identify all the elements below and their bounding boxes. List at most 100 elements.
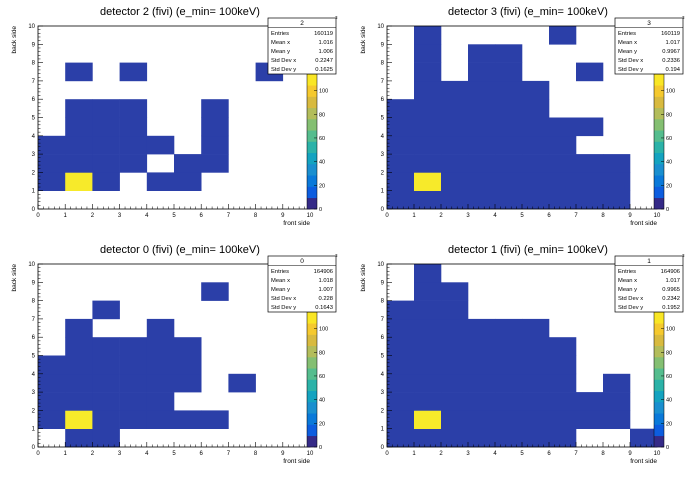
- palette-segment: [307, 413, 317, 425]
- histogram-bin: [146, 318, 175, 338]
- histogram-bin: [468, 318, 496, 338]
- histogram-bin: [441, 154, 469, 173]
- y-tick-label: 5: [381, 354, 385, 360]
- histogram-bin: [92, 410, 120, 429]
- stats-label: Entries: [618, 31, 636, 37]
- y-tick-label: 3: [381, 152, 385, 158]
- histogram-bin: [522, 428, 550, 448]
- stats-value: 1.017: [665, 40, 680, 46]
- histogram-bin: [441, 392, 469, 411]
- histogram-bin: [414, 318, 442, 338]
- histogram-bin: [522, 337, 550, 356]
- stats-label: Mean x: [271, 40, 290, 46]
- y-tick-label: 0: [32, 445, 36, 451]
- x-tick-label: 8: [254, 213, 258, 219]
- histogram-bin: [92, 428, 120, 448]
- y-tick-label: 9: [381, 42, 385, 48]
- x-tick-label: 1: [412, 213, 416, 219]
- palette-segment: [307, 119, 317, 131]
- palette-segment: [654, 130, 664, 142]
- histogram-bin: [468, 117, 496, 137]
- x-tick-label: 7: [227, 213, 231, 219]
- y-axis-title: back side: [11, 264, 18, 292]
- y-axis-title: back side: [360, 264, 367, 292]
- histogram-bin: [414, 264, 442, 283]
- histogram-bin: [495, 373, 523, 393]
- y-tick-label: 9: [32, 280, 36, 286]
- palette-segment: [307, 312, 317, 324]
- stats-label: Mean x: [618, 40, 637, 46]
- histogram-bin: [65, 154, 93, 173]
- palette-segment: [307, 357, 317, 369]
- histogram-bin: [468, 337, 496, 356]
- histogram-bin: [38, 373, 66, 393]
- histogram-bin: [201, 154, 229, 173]
- x-tick-label: 0: [36, 451, 40, 457]
- stats-label: Std Dev x: [271, 296, 296, 302]
- stats-value: 0.9965: [662, 287, 680, 293]
- palette-segment: [654, 368, 664, 380]
- x-tick-label: 2: [91, 451, 95, 457]
- histogram-bin: [495, 410, 523, 429]
- x-tick-label: 9: [628, 213, 632, 219]
- palette-tick-label: 80: [666, 112, 672, 118]
- histogram-bin: [495, 355, 523, 375]
- histogram-bin: [92, 117, 120, 137]
- palette-segment: [654, 119, 664, 131]
- palette-segment: [654, 323, 664, 335]
- y-tick-label: 6: [32, 335, 36, 341]
- histogram-bin: [441, 117, 469, 137]
- stats-label: Std Dev x: [271, 58, 296, 64]
- histogram-bin: [522, 154, 550, 173]
- x-tick-label: 5: [520, 451, 524, 457]
- y-tick-label: 8: [32, 61, 36, 67]
- palette-segment: [654, 357, 664, 369]
- palette-segment: [307, 424, 317, 437]
- histogram-bin: [549, 117, 577, 137]
- x-tick-label: 5: [172, 451, 176, 457]
- palette-segment: [654, 175, 664, 187]
- histogram-bin: [92, 300, 120, 320]
- histogram-bin: [549, 373, 577, 393]
- histogram-bin: [468, 99, 496, 118]
- histogram-bin: [65, 428, 93, 448]
- histogram-bin: [468, 392, 496, 411]
- histogram-bin: [414, 135, 442, 155]
- palette-segment: [307, 85, 317, 97]
- histogram-bin: [414, 355, 442, 375]
- histogram-bin: [414, 428, 442, 448]
- stats-value: 160119: [661, 31, 680, 37]
- palette-tick-label: 100: [666, 327, 675, 333]
- palette-segment: [307, 368, 317, 380]
- histogram-bin: [201, 99, 229, 118]
- stats-value: 0.2247: [315, 58, 333, 64]
- y-tick-label: 5: [32, 354, 36, 360]
- palette-tick-label: 60: [666, 374, 672, 380]
- histogram-bin: [441, 80, 469, 100]
- y-tick-label: 2: [32, 170, 36, 176]
- x-axis-title: front side: [630, 220, 657, 227]
- histogram-bin: [522, 80, 550, 100]
- palette-segment: [654, 186, 664, 199]
- palette-exponent: 3: [682, 15, 685, 20]
- histogram-bin: [387, 154, 415, 173]
- stats-label: Mean x: [618, 278, 637, 284]
- y-tick-label: 2: [32, 408, 36, 414]
- histogram-bin: [65, 99, 93, 118]
- x-tick-label: 9: [628, 451, 632, 457]
- histogram-bin: [441, 355, 469, 375]
- histogram-bin: [174, 373, 202, 393]
- histogram-bin: [468, 410, 496, 429]
- histogram-bin: [414, 337, 442, 356]
- histogram-bin: [495, 80, 523, 100]
- histogram-bin: [468, 44, 496, 63]
- histogram-bin: [174, 410, 202, 429]
- stats-name: 1: [647, 258, 651, 265]
- histogram-bin: [522, 355, 550, 375]
- histogram-bin: [441, 300, 469, 320]
- histogram-bin: [387, 373, 415, 393]
- y-tick-label: 2: [381, 170, 385, 176]
- histogram-bin: [414, 282, 442, 301]
- histogram-bin: [38, 172, 66, 191]
- stats-value: 0.1952: [662, 305, 680, 311]
